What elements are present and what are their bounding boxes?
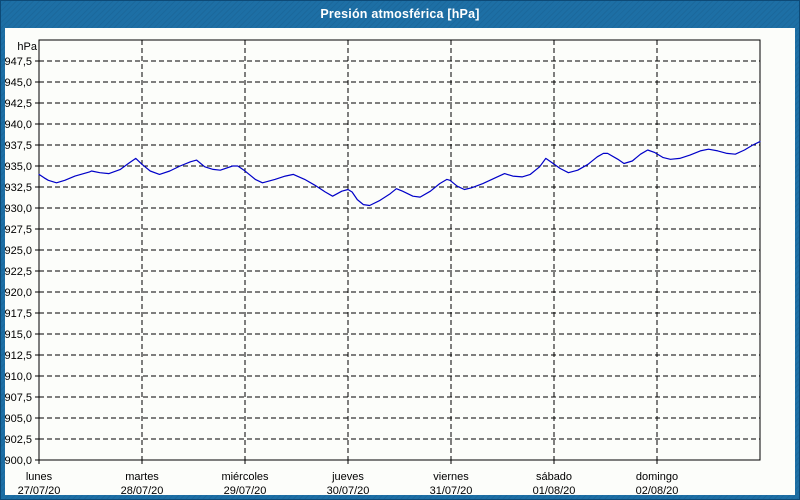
y-axis-label: 907,5	[5, 392, 32, 404]
y-axis-label: 900,0	[5, 455, 32, 467]
y-axis-label: 945,0	[5, 77, 32, 89]
y-axis-unit-label: hPa	[17, 41, 37, 53]
y-axis-label: 922,5	[5, 266, 32, 278]
y-axis-label: 927,5	[5, 224, 32, 236]
x-axis-date-label: 28/07/20	[121, 485, 164, 495]
x-axis-date-label: 30/07/20	[327, 485, 370, 495]
y-axis-label: 940,0	[5, 119, 32, 131]
x-axis-day-label: viernes	[433, 471, 469, 483]
x-axis-date-label: 31/07/20	[430, 485, 473, 495]
x-axis-day-label: lunes	[26, 471, 53, 483]
x-axis-day-label: martes	[125, 471, 159, 483]
y-axis-label: 942,5	[5, 98, 32, 110]
plot-border	[38, 39, 761, 461]
y-axis-label: 925,0	[5, 245, 32, 257]
chart-svg: 947,5 945,0 942,5 940,0 937,5 935,0 932,5 930,0…	[5, 39, 761, 495]
x-axis-day-label: miércoles	[221, 471, 269, 483]
pressure-line	[38, 140, 761, 207]
x-axis-date-label: 02/08/20	[636, 485, 679, 495]
y-axis-label: 935,0	[5, 161, 32, 173]
y-axis-label: 910,0	[5, 371, 32, 383]
y-axis-label: 917,5	[5, 308, 32, 320]
y-axis-label: 905,0	[5, 413, 32, 425]
y-axis-label: 912,5	[5, 350, 32, 362]
y-axis-label: 902,5	[5, 434, 32, 446]
y-axis-label: 937,5	[5, 140, 32, 152]
y-axis-label: 930,0	[5, 203, 32, 215]
y-axis-label: 947,5	[5, 56, 32, 68]
window-title: Presión atmosférica [hPa]	[320, 7, 480, 21]
y-axis-label: 920,0	[5, 287, 32, 299]
x-axis-date-label: 01/08/20	[533, 485, 576, 495]
chart-area: 947,5 945,0 942,5 940,0 937,5 935,0 932,5 930,0…	[5, 28, 795, 495]
x-axis-date-label: 29/07/20	[224, 485, 267, 495]
y-axis-label: 932,5	[5, 182, 32, 194]
x-axis-day-label: jueves	[331, 471, 364, 483]
x-axis-day-label: domingo	[636, 471, 678, 483]
x-axis-day-label: sábado	[536, 471, 572, 483]
window-titlebar[interactable]: Presión atmosférica [hPa]	[0, 0, 800, 28]
x-axis-date-label: 27/07/20	[18, 485, 61, 495]
y-axis-label: 915,0	[5, 329, 32, 341]
